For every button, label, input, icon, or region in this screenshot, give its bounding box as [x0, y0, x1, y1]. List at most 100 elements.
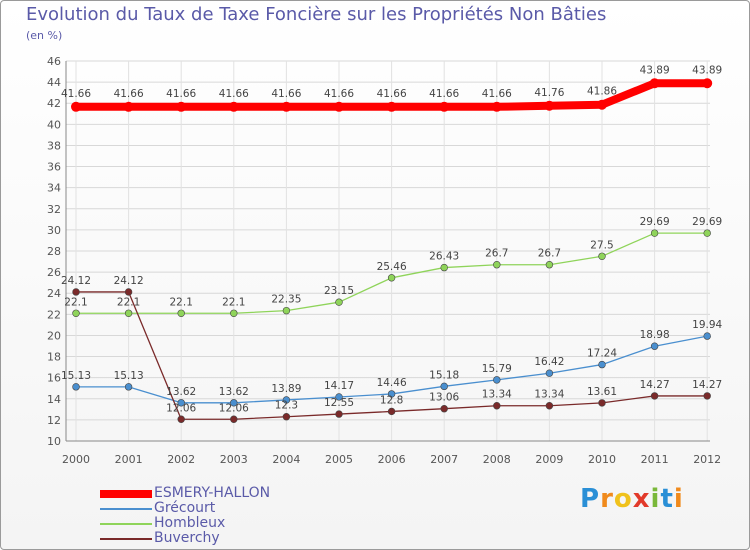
data-point: [282, 306, 291, 315]
y-tick-label: 16: [47, 372, 61, 385]
data-label: 41.76: [534, 87, 564, 99]
data-point: [176, 101, 187, 112]
legend-swatch: [100, 523, 152, 525]
data-point: [335, 410, 343, 418]
data-label: 14.46: [377, 377, 407, 389]
data-labels: 15.13 15.13 13.62 13.62 13.89 14.17 14.46 15.18…: [61, 64, 723, 414]
data-label: 13.34: [482, 389, 512, 401]
x-tick-label: 2004: [272, 453, 300, 466]
brand-letter: P: [580, 484, 601, 514]
data-label: 16.42: [534, 356, 564, 368]
data-label: 19.94: [692, 319, 722, 331]
x-tick-label: 2002: [167, 453, 195, 466]
data-point: [493, 402, 501, 410]
data-label: 13.62: [166, 386, 196, 398]
x-tick-label: 2011: [641, 453, 669, 466]
data-point: [387, 274, 396, 282]
legend-label: Hombleux: [154, 515, 226, 531]
data-label: 12.06: [166, 402, 196, 414]
y-tick-label: 32: [47, 203, 61, 216]
data-point: [702, 78, 713, 89]
data-label: 12.55: [324, 397, 354, 409]
data-point: [387, 407, 396, 416]
data-point: [649, 78, 660, 89]
y-tick-label: 44: [47, 76, 61, 89]
y-tick-label: 24: [47, 287, 61, 300]
data-point: [493, 261, 501, 269]
data-label: 22.35: [271, 294, 301, 306]
data-label: 22.1: [170, 296, 193, 308]
data-point: [440, 405, 448, 413]
data-label: 41.66: [324, 88, 354, 100]
y-tick-label: 42: [47, 97, 61, 110]
data-point: [597, 99, 607, 110]
data-label: 41.66: [114, 88, 144, 100]
x-tick-label: 2012: [693, 453, 721, 466]
data-label: 15.79: [482, 363, 512, 375]
axes: 10 12 14 16 18 20 22 24 26 28 30 32 34 36 38 40 42 44 46 20…: [47, 55, 721, 466]
data-point: [335, 298, 343, 306]
data-point: [545, 261, 554, 269]
brand-letter: o: [613, 484, 633, 514]
data-point: [650, 229, 659, 237]
data-point: [124, 288, 133, 296]
data-label: 41.66: [377, 88, 407, 100]
x-tick-label: 2005: [325, 453, 353, 466]
data-label: 15.13: [114, 370, 144, 382]
y-tick-label: 14: [47, 393, 61, 406]
data-label: 12.06: [219, 402, 249, 414]
data-label: 12.3: [275, 400, 298, 412]
data-label: 29.69: [640, 216, 670, 228]
data-point: [334, 101, 344, 112]
data-label: 26.43: [429, 251, 459, 263]
data-label: 13.89: [271, 383, 301, 395]
y-tick-label: 34: [47, 182, 61, 195]
data-label: 17.24: [587, 348, 617, 360]
data-label: 14.17: [324, 380, 354, 392]
data-point: [544, 100, 555, 111]
y-tick-label: 28: [47, 245, 61, 258]
data-label: 26.7: [538, 248, 561, 260]
data-point: [440, 263, 448, 272]
legend-swatch: [100, 490, 152, 498]
data-label: 43.89: [640, 64, 670, 76]
data-label: 15.13: [61, 370, 91, 382]
data-point: [177, 415, 185, 423]
data-label: 13.61: [587, 386, 617, 398]
data-point: [72, 383, 80, 391]
y-tick-label: 30: [47, 224, 61, 237]
brand-letter: i: [650, 484, 661, 514]
data-point: [281, 101, 292, 112]
series-lines: [71, 78, 713, 423]
brand-letter: i: [673, 484, 684, 514]
data-label: 26.7: [485, 248, 508, 260]
y-tick-label: 10: [47, 435, 61, 448]
data-point: [703, 392, 711, 400]
data-point: [545, 369, 554, 377]
data-point: [230, 399, 238, 407]
data-point: [177, 399, 185, 407]
y-tick-label: 20: [47, 329, 61, 342]
data-point: [282, 396, 291, 404]
x-tick-label: 2010: [588, 453, 616, 466]
x-tick-label: 2003: [220, 453, 248, 466]
data-label: 27.5: [590, 239, 613, 251]
y-tick-label: 40: [47, 118, 61, 131]
data-point: [71, 101, 81, 112]
chart-unit-label: (en %): [26, 29, 63, 42]
data-point: [387, 390, 396, 398]
data-label: 41.66: [166, 88, 196, 100]
y-tick-label: 38: [47, 139, 61, 152]
x-tick-label: 2006: [378, 453, 406, 466]
data-point: [703, 229, 711, 237]
data-point: [335, 393, 343, 401]
data-label: 12.8: [380, 394, 403, 406]
data-point: [491, 101, 502, 112]
data-label: 13.34: [534, 389, 564, 401]
y-tick-label: 46: [47, 55, 61, 68]
legend-swatch: [100, 508, 152, 510]
data-point: [230, 309, 238, 317]
brand-letter: r: [600, 484, 614, 514]
x-tick-label: 2008: [483, 453, 511, 466]
